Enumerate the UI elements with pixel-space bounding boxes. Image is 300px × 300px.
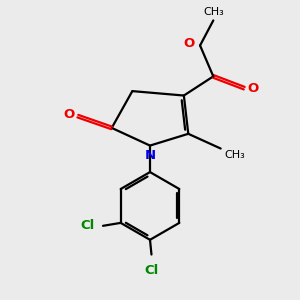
Text: Cl: Cl bbox=[80, 219, 94, 232]
Text: N: N bbox=[144, 149, 156, 162]
Text: CH₃: CH₃ bbox=[224, 150, 245, 160]
Text: O: O bbox=[184, 38, 195, 50]
Text: CH₃: CH₃ bbox=[203, 7, 224, 17]
Text: O: O bbox=[247, 82, 258, 95]
Text: O: O bbox=[63, 108, 74, 121]
Text: Cl: Cl bbox=[144, 264, 159, 277]
